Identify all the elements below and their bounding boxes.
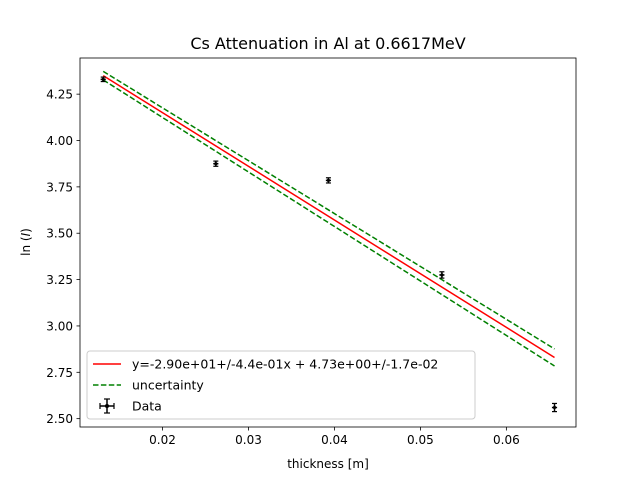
data-point-1 [213,160,219,167]
legend-entry-0: y=-2.90e+01+/-4.4e-01x + 4.73e+00+/-1.7e… [93,357,438,372]
legend-label-2: Data [132,399,162,414]
x-tick-label-1: 0.03 [235,433,262,447]
axes: 0.02 0.03 0.04 0.05 0.06 2.50 2.75 3.00 3.25 3.50… [46,57,577,447]
data-point-3 [439,271,445,279]
y-tick-label-4: 3.50 [46,227,73,241]
y-axis-label-suffix: ) [19,228,33,233]
legend-box [86,350,476,420]
x-tick-label-2: 0.04 [321,433,348,447]
y-tick-label-7: 4.25 [46,88,73,102]
data-point-0 [100,76,106,83]
series-line-2 [102,70,555,350]
y-tick-label-3: 3.25 [46,273,73,287]
y-tick-label-1: 2.75 [46,366,73,380]
y-axis-label: ln (I) [19,228,33,256]
x-tick-label-3: 0.05 [407,433,434,447]
legend-label-1: uncertainty [132,378,204,393]
y-tick-label-0: 2.50 [46,412,73,426]
data-point-4 [551,402,558,413]
y-axis-label-variable: I [19,232,33,236]
x-tick-label-4: 0.06 [493,433,520,447]
legend-entry-2: Data [99,398,162,414]
x-tick-label-0: 0.02 [149,433,176,447]
plot-area [100,70,558,413]
series-line-3 [102,79,555,367]
y-axis-label-prefix: ln ( [19,236,33,255]
chart-title: Cs Attenuation in Al at 0.6617MeV [190,34,465,53]
series-line-1 [102,74,555,359]
y-tick-label-6: 4.00 [46,134,73,148]
data-point-2 [325,177,332,184]
axes-frame [79,57,577,428]
y-tick-label-2: 3.00 [46,319,73,333]
y-tick-label-5: 3.75 [46,180,73,194]
legend: y=-2.90e+01+/-4.4e-01x + 4.73e+00+/-1.7e… [86,350,476,420]
legend-entry-1: uncertainty [93,378,204,393]
x-axis-label: thickness [m] [287,457,369,471]
legend-label-0: y=-2.90e+01+/-4.4e-01x + 4.73e+00+/-1.7e… [132,357,438,372]
